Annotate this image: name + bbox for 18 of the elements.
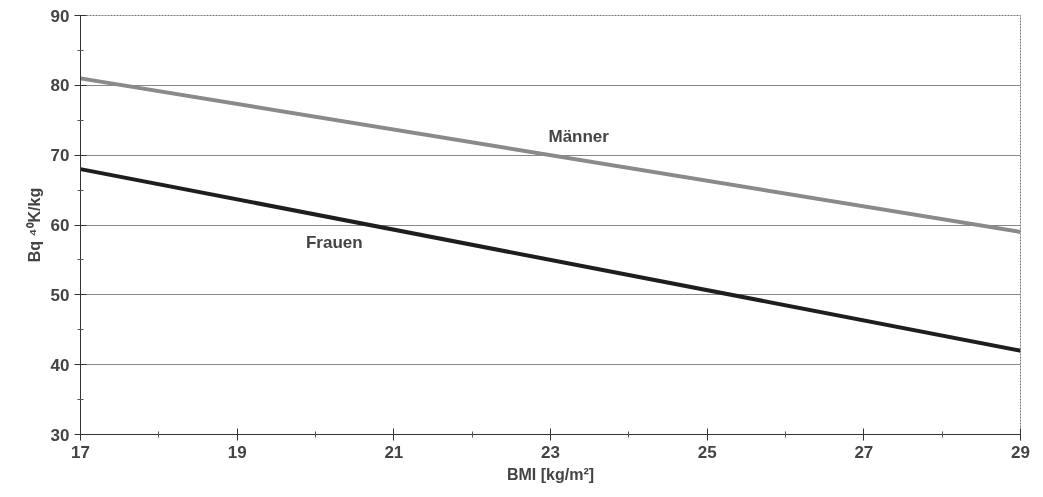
y-tick-label: 30 <box>50 425 70 445</box>
series-label: Frauen <box>305 233 363 253</box>
series-label: Männer <box>548 126 610 146</box>
x-tick-label: 19 <box>227 442 247 462</box>
x-tick-label: 29 <box>1011 442 1030 462</box>
x-axis-title: BMI [kg/m²] <box>506 465 595 483</box>
y-axis-title: Bq ⁴⁰K/kg <box>25 187 43 263</box>
y-tick-label: 70 <box>50 146 70 166</box>
y-tick-label: 90 <box>50 6 70 26</box>
x-tick-label: 27 <box>854 442 874 462</box>
y-tick-label: 40 <box>50 355 70 375</box>
y-tick-label: 50 <box>50 285 70 305</box>
x-tick-label: 25 <box>697 442 717 462</box>
x-tick-label: 21 <box>384 442 404 462</box>
x-tick-label: 17 <box>71 442 90 462</box>
y-tick-label: 60 <box>50 216 70 235</box>
y-tick-label: 80 <box>50 76 70 96</box>
x-tick-label: 23 <box>541 442 560 462</box>
